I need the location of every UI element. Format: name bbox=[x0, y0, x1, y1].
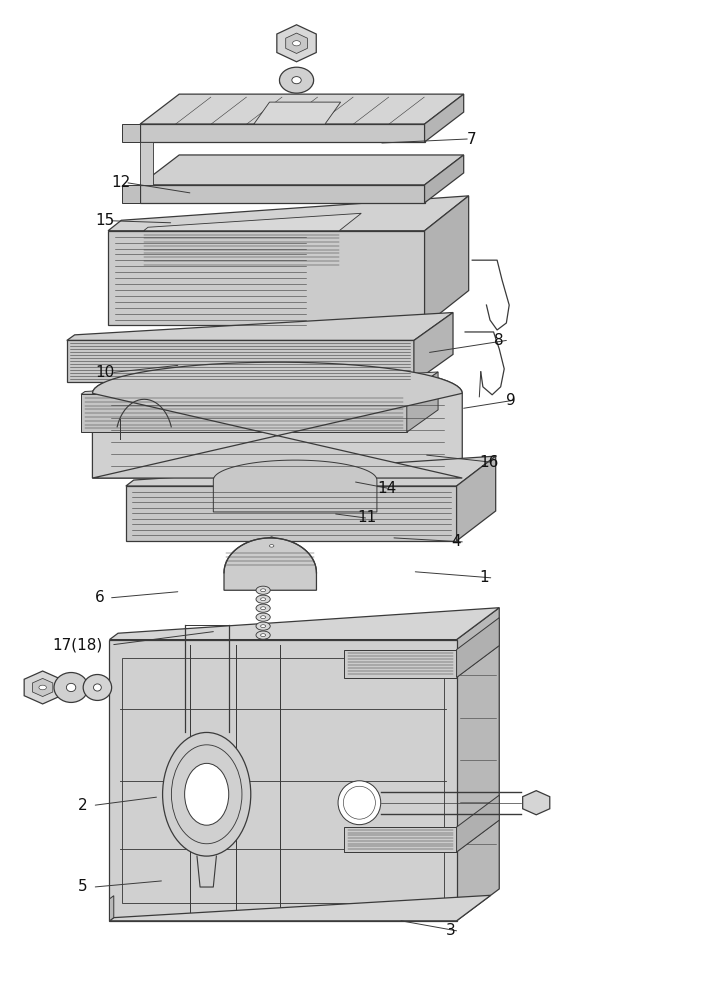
Polygon shape bbox=[67, 313, 453, 340]
Ellipse shape bbox=[261, 607, 266, 610]
Polygon shape bbox=[277, 25, 316, 62]
Ellipse shape bbox=[256, 622, 270, 630]
Ellipse shape bbox=[54, 673, 88, 702]
Ellipse shape bbox=[261, 625, 266, 628]
Polygon shape bbox=[81, 394, 407, 432]
Polygon shape bbox=[456, 618, 499, 678]
Polygon shape bbox=[344, 820, 499, 852]
Polygon shape bbox=[140, 124, 425, 142]
Polygon shape bbox=[254, 102, 341, 124]
Polygon shape bbox=[140, 94, 463, 124]
Ellipse shape bbox=[39, 685, 46, 690]
Ellipse shape bbox=[256, 604, 270, 612]
Text: 3: 3 bbox=[446, 923, 456, 938]
Ellipse shape bbox=[83, 687, 111, 693]
Ellipse shape bbox=[291, 103, 303, 109]
Ellipse shape bbox=[269, 545, 274, 547]
Text: 11: 11 bbox=[357, 510, 376, 525]
Circle shape bbox=[163, 732, 251, 856]
Bar bbox=[122, 658, 444, 903]
Polygon shape bbox=[144, 213, 361, 231]
Polygon shape bbox=[344, 827, 456, 852]
Ellipse shape bbox=[256, 586, 270, 594]
Text: 12: 12 bbox=[111, 175, 131, 190]
Polygon shape bbox=[140, 142, 153, 185]
Ellipse shape bbox=[261, 589, 266, 592]
Text: 4: 4 bbox=[451, 534, 461, 549]
Polygon shape bbox=[122, 185, 140, 203]
Ellipse shape bbox=[338, 781, 381, 825]
Text: 1: 1 bbox=[479, 570, 489, 585]
Text: 15: 15 bbox=[95, 213, 114, 228]
Polygon shape bbox=[213, 460, 377, 512]
Polygon shape bbox=[456, 795, 499, 852]
Polygon shape bbox=[224, 538, 316, 590]
Text: 5: 5 bbox=[79, 879, 88, 894]
Polygon shape bbox=[266, 541, 278, 551]
Text: 6: 6 bbox=[95, 590, 105, 605]
Text: 17(18): 17(18) bbox=[53, 637, 103, 652]
Text: 7: 7 bbox=[467, 132, 477, 147]
Polygon shape bbox=[92, 362, 462, 478]
Ellipse shape bbox=[275, 96, 318, 116]
Ellipse shape bbox=[275, 105, 318, 110]
Ellipse shape bbox=[256, 631, 270, 639]
Polygon shape bbox=[344, 650, 456, 678]
Polygon shape bbox=[344, 646, 499, 678]
Polygon shape bbox=[456, 608, 499, 921]
Polygon shape bbox=[140, 155, 463, 185]
Polygon shape bbox=[456, 456, 496, 541]
Ellipse shape bbox=[83, 675, 111, 700]
Ellipse shape bbox=[94, 684, 101, 691]
Ellipse shape bbox=[54, 686, 88, 694]
Ellipse shape bbox=[279, 79, 313, 86]
Ellipse shape bbox=[279, 67, 313, 93]
Ellipse shape bbox=[261, 634, 266, 637]
Text: 2: 2 bbox=[79, 798, 88, 813]
Circle shape bbox=[185, 763, 228, 825]
Polygon shape bbox=[109, 895, 491, 921]
Polygon shape bbox=[407, 372, 438, 432]
Polygon shape bbox=[109, 608, 499, 640]
Polygon shape bbox=[109, 896, 114, 921]
Ellipse shape bbox=[256, 613, 270, 621]
Polygon shape bbox=[261, 537, 283, 555]
Polygon shape bbox=[92, 362, 462, 478]
Polygon shape bbox=[81, 372, 438, 394]
Polygon shape bbox=[425, 155, 463, 203]
Polygon shape bbox=[109, 640, 456, 921]
Polygon shape bbox=[122, 124, 140, 142]
Polygon shape bbox=[140, 185, 425, 203]
Polygon shape bbox=[24, 671, 61, 704]
Ellipse shape bbox=[256, 595, 270, 603]
Polygon shape bbox=[32, 678, 53, 697]
Ellipse shape bbox=[261, 616, 266, 619]
Polygon shape bbox=[414, 313, 453, 382]
Ellipse shape bbox=[261, 598, 266, 601]
Text: 14: 14 bbox=[377, 481, 396, 496]
Polygon shape bbox=[108, 231, 425, 325]
Polygon shape bbox=[126, 486, 456, 541]
Text: 16: 16 bbox=[479, 455, 498, 470]
Text: 9: 9 bbox=[506, 393, 516, 408]
Ellipse shape bbox=[66, 683, 76, 692]
Polygon shape bbox=[126, 456, 496, 486]
Polygon shape bbox=[425, 94, 463, 142]
Polygon shape bbox=[108, 196, 468, 231]
Text: 8: 8 bbox=[493, 333, 503, 348]
Polygon shape bbox=[425, 196, 468, 325]
Polygon shape bbox=[523, 791, 550, 815]
Text: 10: 10 bbox=[95, 365, 114, 380]
Ellipse shape bbox=[293, 41, 301, 46]
Polygon shape bbox=[286, 33, 308, 53]
Polygon shape bbox=[67, 340, 414, 382]
Ellipse shape bbox=[292, 77, 301, 84]
